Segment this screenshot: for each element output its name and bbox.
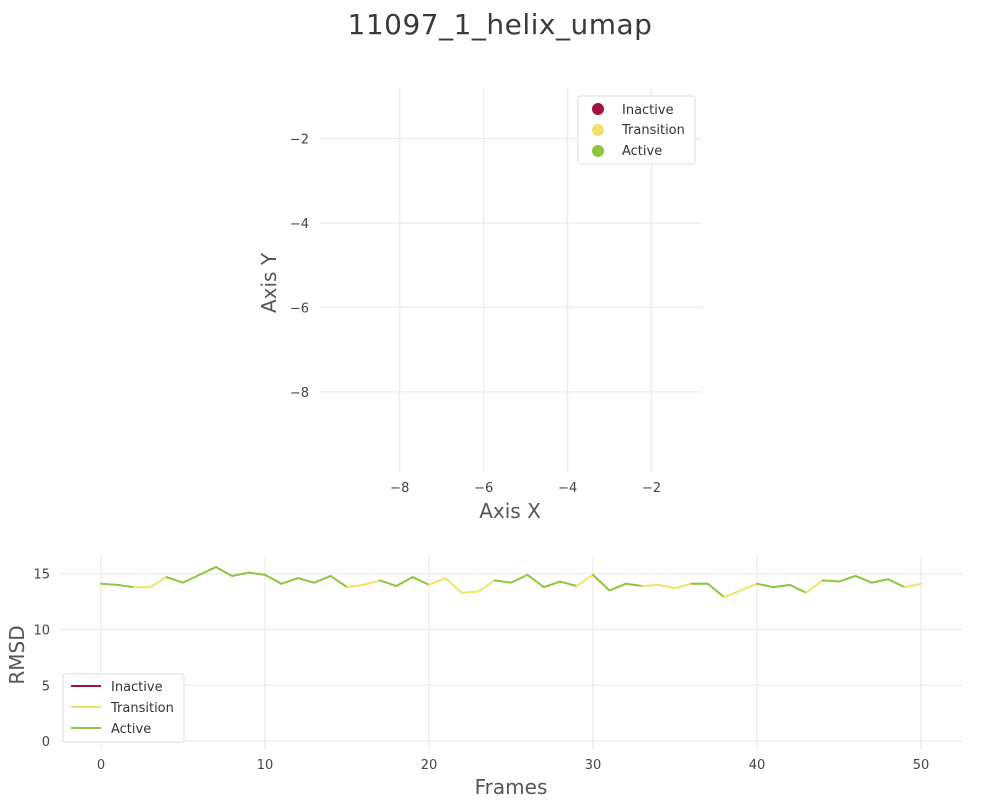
- rmsd-line-segment: [559, 580, 578, 588]
- rmsd-line-segment: [903, 582, 922, 589]
- rmsd-line-segment: [280, 577, 299, 585]
- rmsd-line-segment: [116, 583, 135, 589]
- rmsd-line-segment: [887, 578, 906, 589]
- umap-x-tick-label: −8: [390, 481, 409, 496]
- legend-label-active: Active: [622, 144, 662, 159]
- rmsd-line-segment: [526, 573, 545, 589]
- rmsd-legend: Inactive Transition Active: [62, 673, 185, 743]
- rmsd-x-tick-label: 40: [749, 758, 766, 773]
- rmsd-line-segment: [542, 580, 562, 589]
- umap-y-axis-label: Axis Y: [257, 252, 281, 313]
- rmsd-line-segment: [182, 573, 201, 584]
- rmsd-x-ticks: 0 10 20 30 40 50: [97, 758, 929, 773]
- rmsd-line-segment: [821, 579, 840, 583]
- umap-x-axis-label: Axis X: [479, 499, 541, 523]
- legend-marker-active: [592, 145, 604, 157]
- rmsd-line-segment: [477, 579, 496, 593]
- rmsd-line-segment: [608, 582, 627, 592]
- rmsd-line-segment: [838, 574, 857, 583]
- rmsd-line-segment: [657, 583, 676, 590]
- rmsd-line-segment: [411, 576, 430, 586]
- umap-scatter-plot: −8 −6 −4 −2 −2 −4 −6 −8 Axis X Axis Y Inactive…: [257, 88, 702, 523]
- rmsd-line-segment: [231, 571, 250, 577]
- rmsd-x-tick-label: 10: [257, 758, 274, 773]
- umap-x-ticks: −8 −6 −4 −2: [390, 481, 661, 496]
- rmsd-line-segment: [313, 574, 332, 584]
- umap-y-ticks: −2 −4 −6 −8: [290, 133, 309, 401]
- legend-marker-transition: [592, 124, 604, 136]
- umap-y-tick-label: −8: [290, 386, 309, 401]
- rmsd-line-segment: [854, 574, 873, 584]
- rmsd-legend-box: [62, 673, 185, 743]
- rmsd-series-lines: [100, 566, 922, 599]
- rmsd-line-segment: [395, 576, 414, 588]
- rmsd-legend-label-active: Active: [111, 722, 151, 737]
- rmsd-line-segment: [378, 579, 398, 588]
- rmsd-grid: [60, 557, 962, 750]
- rmsd-line-segment: [329, 574, 348, 589]
- rmsd-y-tick-label: 0: [42, 735, 50, 750]
- rmsd-line-segment: [641, 583, 660, 588]
- umap-x-tick-label: −2: [642, 481, 661, 496]
- rmsd-y-axis-label: RMSD: [5, 625, 29, 684]
- rmsd-legend-label-transition: Transition: [110, 701, 174, 716]
- umap-legend-box: [577, 95, 696, 165]
- rmsd-y-tick-label: 5: [42, 679, 50, 694]
- rmsd-line-segment: [870, 578, 890, 584]
- rmsd-line-segment: [756, 582, 775, 589]
- umap-y-tick-label: −2: [290, 133, 309, 148]
- rmsd-line-segment: [805, 579, 824, 594]
- legend-label-inactive: Inactive: [622, 103, 674, 118]
- rmsd-line-segment: [428, 577, 447, 586]
- chart-title: 11097_1_helix_umap: [347, 8, 653, 41]
- legend-marker-inactive: [592, 103, 604, 115]
- rmsd-line-segment: [674, 582, 693, 590]
- rmsd-line-segment: [723, 589, 742, 599]
- rmsd-x-tick-label: 20: [421, 758, 438, 773]
- rmsd-line-segment: [362, 579, 381, 586]
- rmsd-y-tick-label: 10: [33, 624, 50, 639]
- rmsd-line-segment: [165, 576, 184, 584]
- rmsd-y-tick-label: 15: [33, 568, 50, 583]
- rmsd-line-segment: [264, 573, 283, 585]
- rmsd-line-segment: [444, 577, 463, 594]
- rmsd-line-segment: [346, 583, 365, 589]
- umap-y-tick-label: −6: [290, 301, 309, 316]
- rmsd-line-segment: [772, 583, 791, 589]
- rmsd-line-segment: [100, 582, 119, 586]
- rmsd-line-segment: [296, 577, 316, 584]
- rmsd-line-segment: [510, 573, 529, 584]
- rmsd-x-tick-label: 0: [97, 758, 105, 773]
- rmsd-line-segment: [624, 582, 644, 588]
- rmsd-x-tick-label: 50: [913, 758, 930, 773]
- umap-x-tick-label: −6: [474, 481, 493, 496]
- rmsd-line-segment: [149, 576, 168, 589]
- rmsd-line-segment: [575, 573, 594, 588]
- umap-legend: Inactive Transition Active: [577, 95, 696, 165]
- rmsd-line-segment: [739, 582, 758, 592]
- rmsd-line-segment: [493, 579, 512, 584]
- rmsd-legend-label-inactive: Inactive: [111, 680, 163, 695]
- umap-x-tick-label: −4: [558, 481, 577, 496]
- rmsd-line-segment: [460, 590, 480, 594]
- legend-label-transition: Transition: [621, 123, 685, 138]
- rmsd-line-segment: [214, 566, 234, 577]
- rmsd-line-segment: [706, 582, 726, 599]
- rmsd-line-segment: [592, 573, 611, 592]
- rmsd-line-segment: [198, 566, 217, 576]
- rmsd-line-plot: 0 10 20 30 40 50 0 5 10 15 Frames RMSD Inactive …: [5, 557, 962, 799]
- rmsd-y-ticks: 0 5 10 15: [33, 568, 50, 750]
- rmsd-line-segment: [247, 571, 266, 576]
- rmsd-x-axis-label: Frames: [475, 775, 548, 799]
- umap-y-tick-label: −4: [290, 217, 309, 232]
- rmsd-line-segment: [788, 583, 808, 594]
- rmsd-x-tick-label: 30: [585, 758, 602, 773]
